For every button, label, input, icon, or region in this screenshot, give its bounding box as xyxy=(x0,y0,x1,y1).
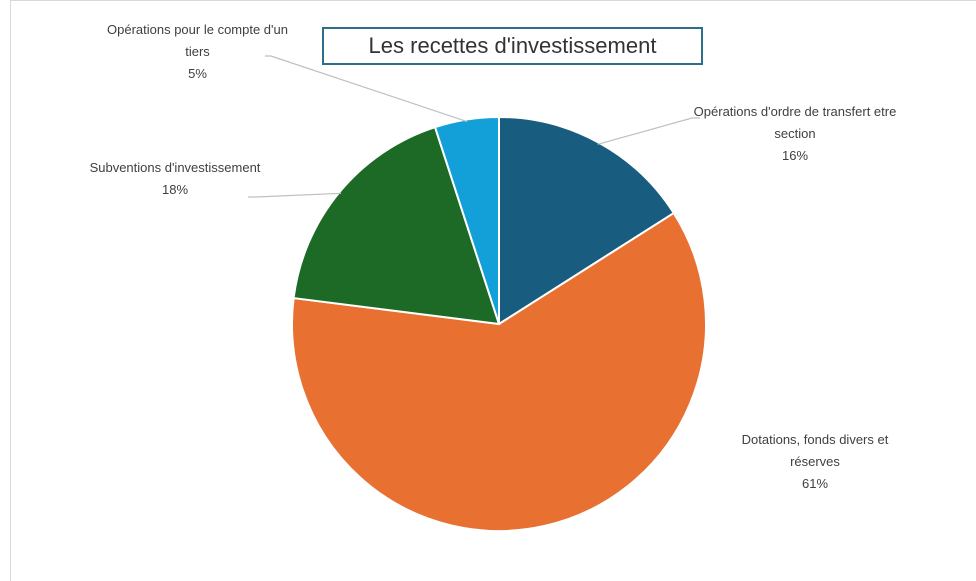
chart-title: Les recettes d'investissement xyxy=(322,27,703,65)
slice-label: Opérations d'ordre de transfert etre sec… xyxy=(693,104,897,141)
pie-slice xyxy=(292,125,501,326)
leader-line xyxy=(265,55,468,123)
slice-value-label: 16% xyxy=(781,148,809,163)
pie-slice xyxy=(291,211,707,532)
chart-frame xyxy=(10,0,976,581)
slice-value-label: 18% xyxy=(161,182,189,197)
slice-value-label: 61% xyxy=(801,476,829,491)
slice-label: Opérations pour le compte d'un tiers xyxy=(107,22,288,59)
slice-value-label: 5% xyxy=(188,66,207,81)
slice-label: Dotations, fonds divers et réserves xyxy=(741,432,889,469)
leader-line xyxy=(597,117,700,145)
leader-line xyxy=(248,192,342,198)
pie-slice xyxy=(433,115,500,325)
slice-label: Subventions d'investissement xyxy=(89,160,261,175)
pie-slice xyxy=(498,115,676,326)
